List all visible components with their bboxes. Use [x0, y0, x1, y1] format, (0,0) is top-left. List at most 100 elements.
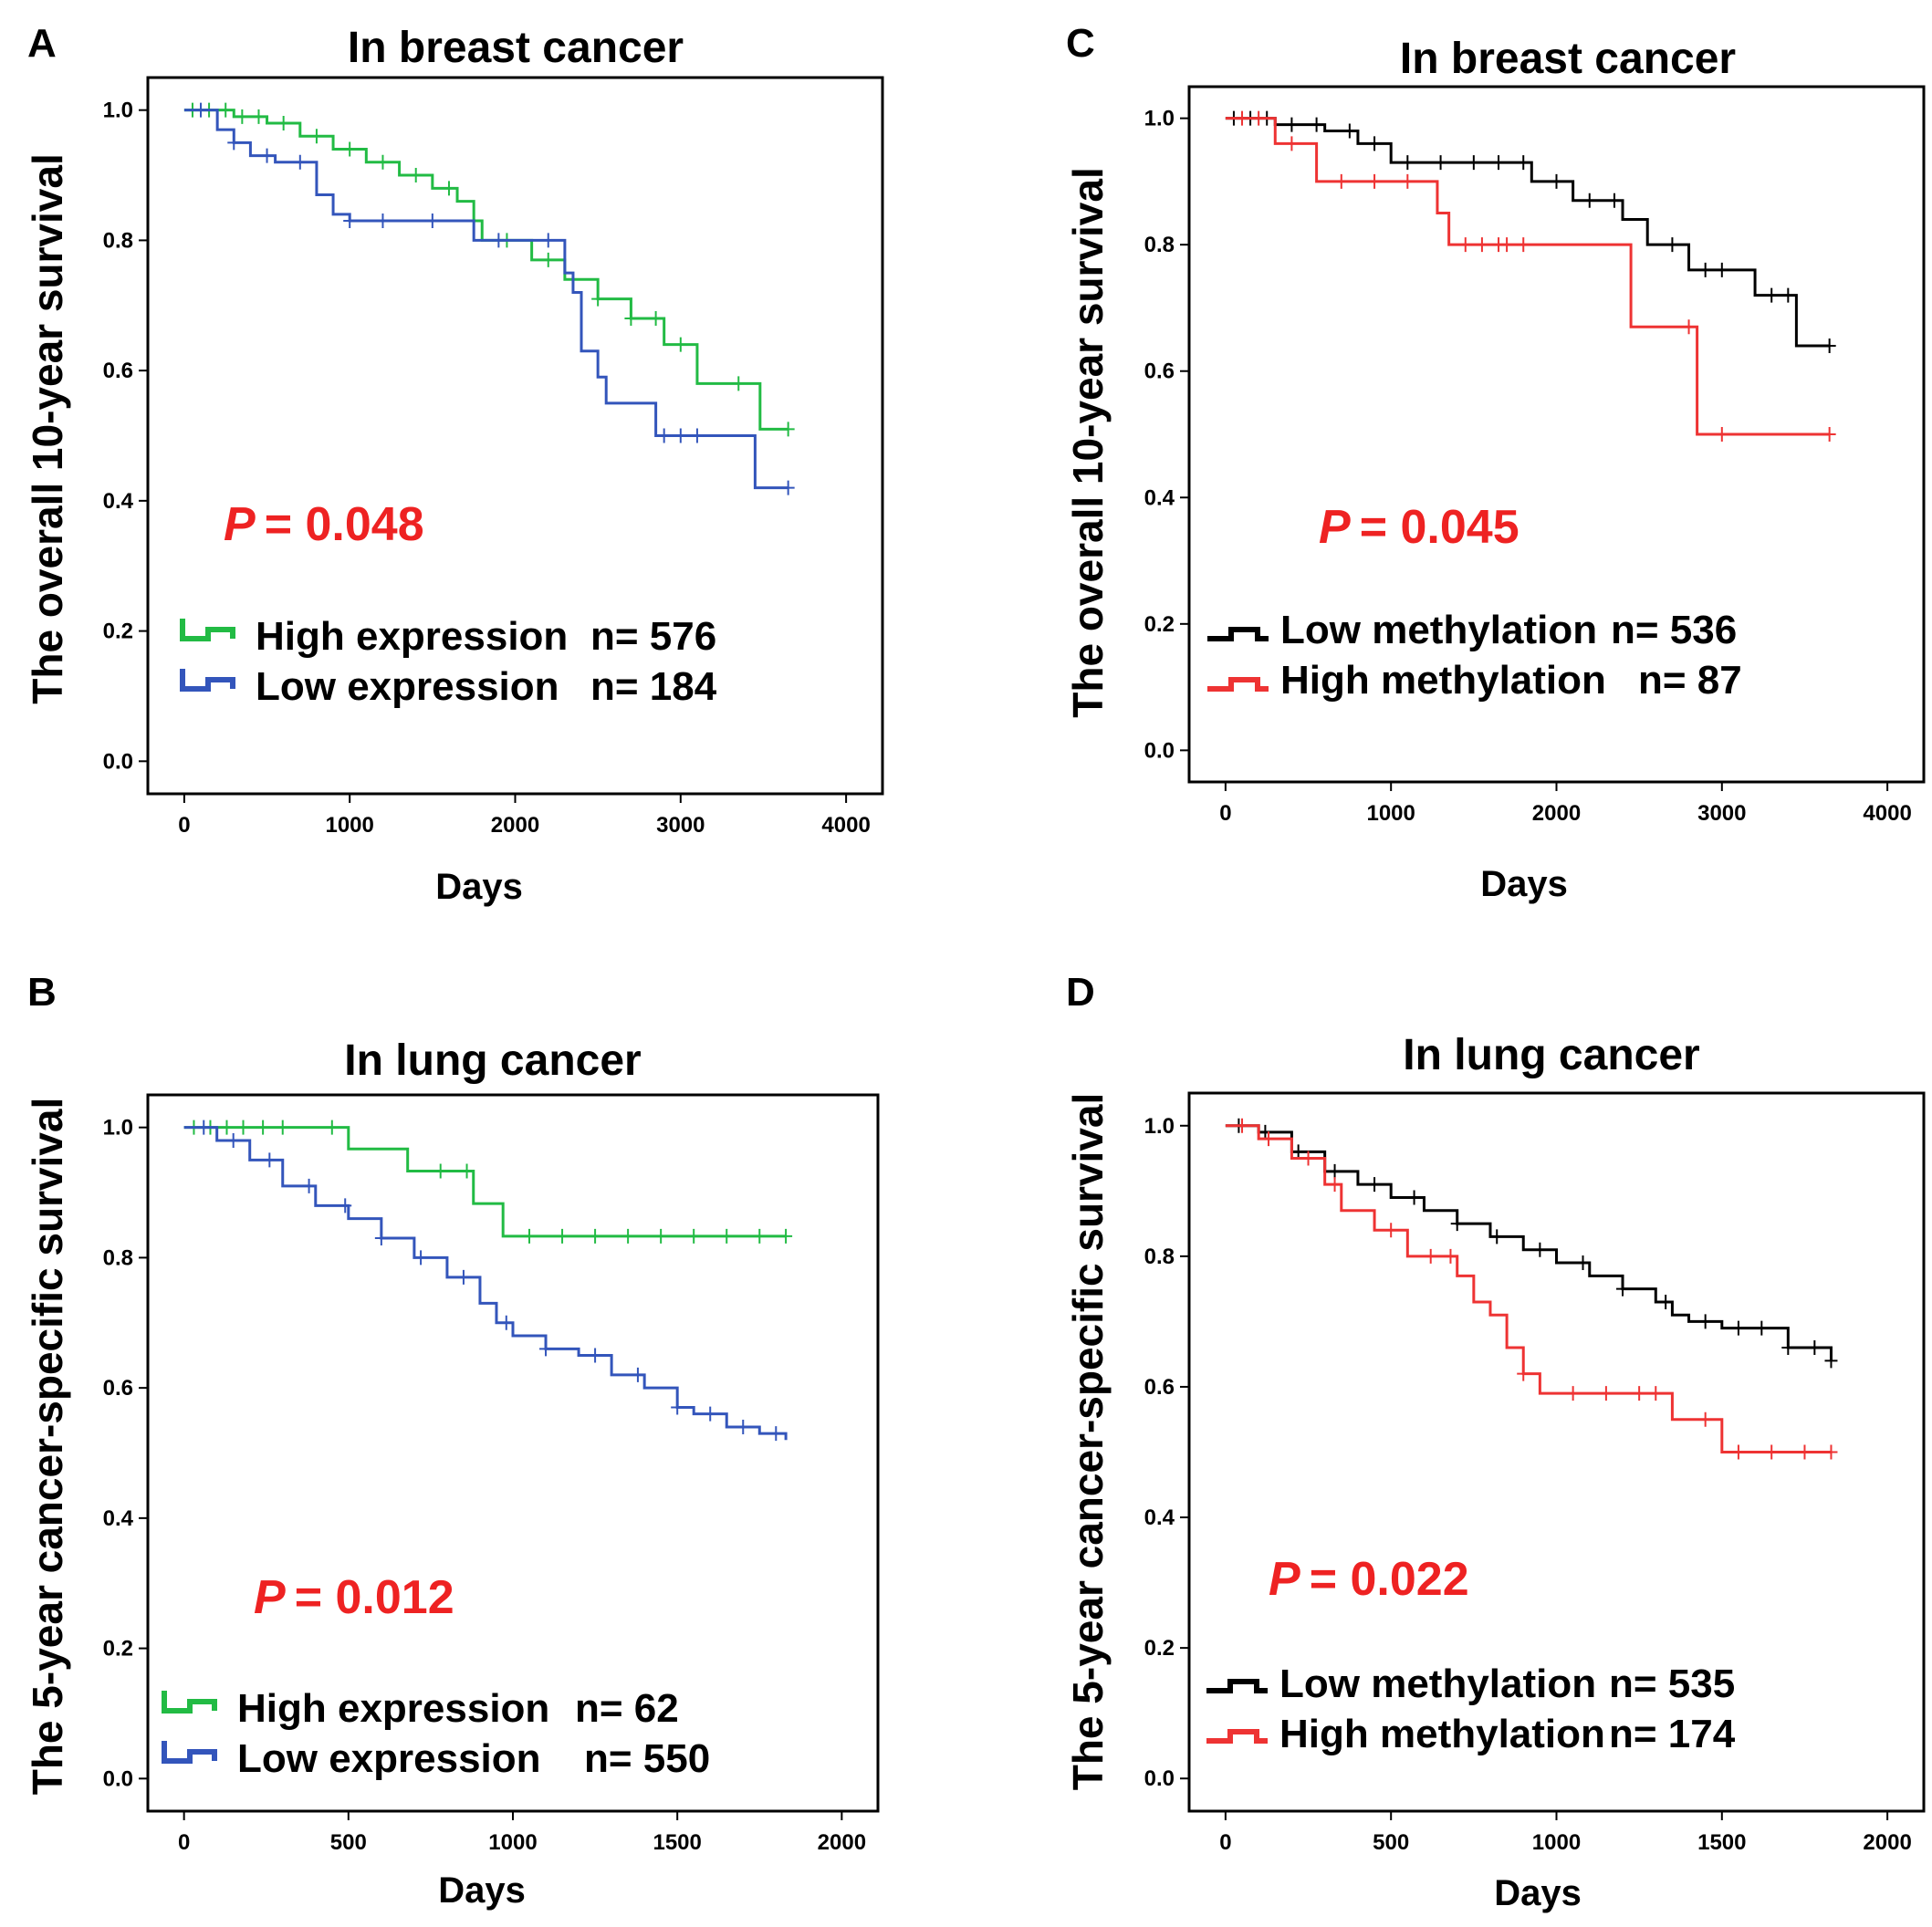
y-tick-label: 0.4: [1144, 485, 1175, 510]
y-axis-label: The overall 10-year survival: [24, 153, 71, 703]
legend-n-high-expression: n= 576: [590, 614, 716, 659]
x-tick-label: 0: [1219, 801, 1231, 826]
legend-label-low-methylation: Low methylation: [1280, 608, 1597, 652]
legend-n-low-methylation: n= 535: [1609, 1661, 1735, 1706]
chart-title: In breast cancer: [1400, 35, 1736, 83]
legend-label-high-methylation: High methylation: [1279, 1712, 1605, 1756]
censor-mark-high-methylation: [1301, 1151, 1315, 1166]
censor-mark-high-methylation: [1633, 1386, 1646, 1401]
censor-mark-high-expression: [621, 1228, 635, 1244]
legend-swatch-high-expression: [180, 619, 235, 641]
censor-mark-low-methylation: [1434, 155, 1447, 171]
p-value-prefix: P: [1319, 501, 1351, 554]
legend-n-high-expression: n= 62: [575, 1686, 679, 1731]
censor-mark-high-expression: [541, 252, 555, 267]
legend-n-low-methylation: n= 536: [1611, 608, 1737, 652]
x-tick-label: 3000: [1697, 801, 1746, 826]
censor-mark-high-methylation: [1698, 1411, 1712, 1427]
legend-swatch-low-expression: [180, 669, 235, 692]
x-tick-label: 1000: [1366, 801, 1415, 826]
censor-mark-low-methylation: [1342, 123, 1356, 139]
axis-ticks: 0 1000 2000 3000 4000 0.0 0.2 0.4 0.6 0.8 1.0: [1144, 107, 1912, 826]
p-value-prefix: P: [254, 1571, 286, 1624]
legend-swatch-low-methylation: [1207, 627, 1269, 641]
x-tick-label: 0: [178, 1830, 190, 1855]
p-value-prefix: P: [224, 498, 256, 551]
series-layer: [1225, 1118, 1838, 1460]
censor-mark-high-expression: [624, 311, 638, 327]
censor-mark-high-methylation: [1824, 1444, 1838, 1460]
censor-mark-low-expression: [456, 1269, 470, 1285]
censor-mark-low-expression: [293, 154, 307, 170]
y-tick-label: 0.4: [103, 489, 134, 514]
censor-mark-high-expression: [753, 1228, 767, 1244]
censor-mark-low-methylation: [1824, 1353, 1838, 1369]
panel-c: C In breast cancer The overall 10-year s…: [1064, 21, 1926, 904]
censor-mark-high-methylation: [1368, 173, 1382, 189]
censor-mark-high-methylation: [1500, 237, 1514, 253]
censor-mark-low-expression: [541, 233, 555, 248]
censor-mark-high-methylation: [1715, 427, 1728, 442]
censor-mark-low-expression: [589, 1348, 602, 1363]
censor-mark-low-methylation: [1401, 155, 1415, 171]
y-tick-label: 0.6: [1144, 359, 1175, 384]
censor-mark-high-methylation: [1424, 1248, 1437, 1264]
censor-mark-low-methylation: [1822, 339, 1836, 354]
censor-mark-low-methylation: [1755, 1320, 1769, 1336]
panel-letter: C: [1066, 21, 1095, 66]
censor-mark-low-methylation: [1450, 1216, 1464, 1232]
censor-mark-high-methylation: [1798, 1444, 1812, 1460]
censor-mark-low-expression: [197, 1120, 211, 1135]
censor-mark-low-methylation: [1258, 1124, 1272, 1140]
censor-mark-low-methylation: [1765, 287, 1779, 303]
panel-letter: A: [27, 21, 57, 66]
censor-mark-high-expression: [649, 311, 663, 327]
censor-mark-high-expression: [654, 1228, 668, 1244]
censor-mark-low-methylation: [1550, 173, 1563, 189]
p-value-text: = 0.048: [265, 498, 424, 551]
series-layer: [183, 1120, 793, 1442]
series-layer: [183, 102, 795, 495]
censor-mark-high-methylation: [1401, 173, 1415, 189]
censor-mark-high-methylation: [1384, 1223, 1398, 1238]
y-tick-label: 0.2: [1144, 1636, 1175, 1661]
censor-mark-low-methylation: [1731, 1320, 1745, 1336]
censor-mark-low-expression: [260, 148, 274, 163]
legend-label-low-expression: Low expression: [256, 664, 559, 709]
x-tick-label: 2000: [1863, 1830, 1911, 1855]
axis-ticks: 0 1000 2000 3000 4000 0.0 0.2 0.4 0.6 0.8 1.0: [103, 99, 871, 838]
censor-mark-high-expression: [325, 1120, 339, 1135]
legend-swatch-low-expression: [162, 1741, 217, 1764]
censor-mark-low-methylation: [1328, 1163, 1342, 1179]
x-tick-label: 4000: [1863, 801, 1911, 826]
censor-mark-low-methylation: [1582, 193, 1596, 208]
series-layer: [1225, 110, 1836, 442]
censor-mark-low-expression: [414, 1250, 428, 1266]
censor-mark-low-methylation: [1666, 237, 1679, 253]
y-tick-label: 0.0: [103, 1766, 133, 1791]
legend-label-low-expression: Low expression: [237, 1736, 541, 1781]
legend: High expression n= 576 Low expression n=…: [180, 614, 717, 709]
censor-mark-low-methylation: [1291, 1144, 1305, 1160]
censor-mark-low-methylation: [1407, 1190, 1421, 1205]
censor-mark-high-expression: [460, 1163, 474, 1179]
p-value-text: = 0.022: [1310, 1553, 1469, 1606]
x-tick-label: 500: [330, 1830, 367, 1855]
y-tick-label: 0.6: [1144, 1375, 1175, 1400]
censor-mark-low-methylation: [1715, 262, 1728, 277]
censor-mark-high-methylation: [1444, 1248, 1457, 1264]
chart-title: In breast cancer: [348, 24, 684, 72]
censor-mark-low-methylation: [1659, 1294, 1673, 1309]
censor-mark-high-methylation: [1517, 1366, 1530, 1381]
y-tick-label: 0.8: [103, 228, 133, 253]
legend-n-low-expression: n= 184: [590, 664, 717, 709]
x-tick-label: 500: [1373, 1830, 1409, 1855]
censor-mark-high-expression: [589, 1228, 602, 1244]
censor-mark-low-expression: [769, 1426, 783, 1442]
censor-mark-high-expression: [433, 1163, 447, 1179]
censor-mark-high-expression: [256, 1120, 270, 1135]
censor-mark-low-methylation: [1576, 1255, 1590, 1271]
x-axis-label: Days: [1494, 1873, 1582, 1913]
censor-mark-high-expression: [442, 181, 455, 196]
survival-curve-low-methylation: [1225, 1124, 1833, 1361]
